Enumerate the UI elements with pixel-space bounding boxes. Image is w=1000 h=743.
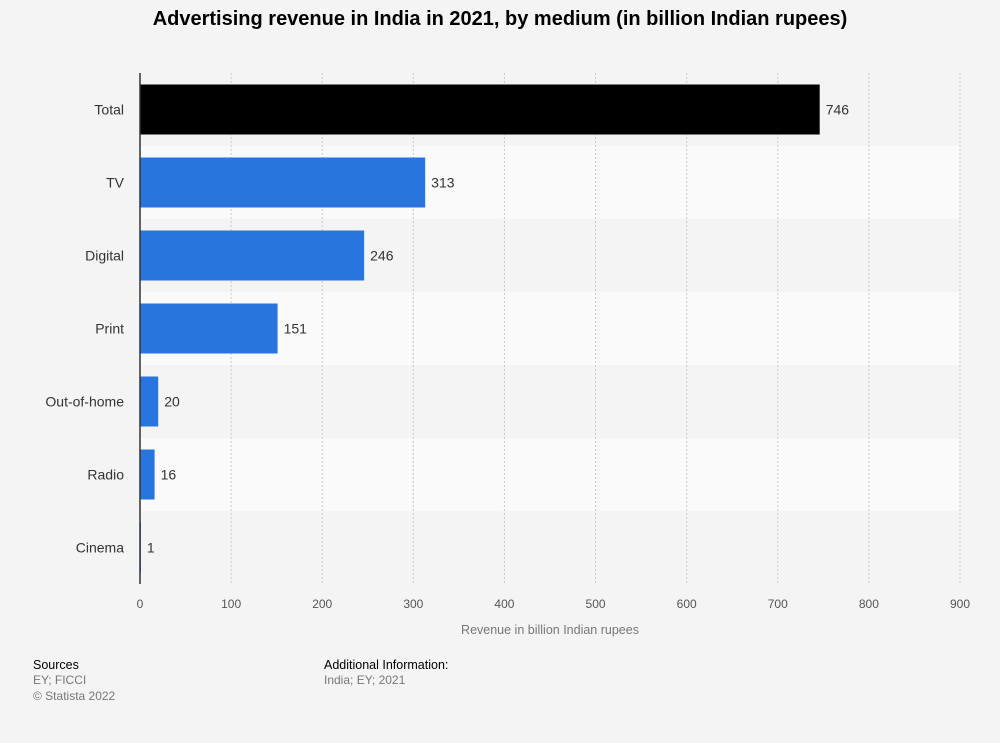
value-label: 20	[164, 394, 180, 410]
sources-heading[interactable]: Sources	[33, 658, 79, 672]
row-band	[140, 438, 960, 511]
bar	[140, 84, 820, 135]
x-tick-label: 100	[221, 597, 241, 611]
value-label: 246	[370, 248, 394, 264]
x-axis-title: Revenue in billion Indian rupees	[461, 623, 639, 637]
category-label: Digital	[85, 248, 124, 264]
value-label: 151	[284, 321, 308, 337]
x-tick-label: 500	[586, 597, 606, 611]
bar-chart: Total 746 TV 313 Digital 246 Print 151 Out-of-ho…	[45, 73, 970, 637]
chart-title: Advertising revenue in India in 2021, by…	[152, 8, 848, 30]
additional-info-line: India; EY; 2021	[324, 673, 406, 687]
sources-line-1: EY; FICCI	[33, 673, 87, 687]
category-label: TV	[106, 175, 125, 191]
x-tick-label: 800	[859, 597, 879, 611]
category-label: Out-of-home	[45, 394, 124, 410]
value-label: 746	[826, 102, 850, 118]
x-tick-label: 700	[768, 597, 788, 611]
x-tick-label: 200	[312, 597, 332, 611]
bar	[140, 157, 426, 208]
bar	[140, 303, 278, 354]
category-label: Cinema	[76, 540, 124, 556]
sources-block: Sources EY; FICCI © Statista 2022	[33, 658, 115, 704]
x-tick-label: 900	[950, 597, 970, 611]
copyright-line: © Statista 2022	[33, 689, 116, 703]
x-tick-label: 400	[494, 597, 514, 611]
additional-info-heading[interactable]: Additional Information:	[324, 658, 449, 672]
bar	[140, 376, 159, 427]
bar	[140, 230, 365, 281]
category-label: Total	[94, 102, 124, 118]
value-label: 1	[147, 540, 155, 556]
additional-info-block: Additional Information: India; EY; 2021	[324, 658, 448, 688]
x-tick-label: 0	[137, 597, 144, 611]
bar	[140, 449, 155, 500]
category-label: Print	[95, 321, 124, 337]
x-tick-label: 300	[403, 597, 423, 611]
value-label: 313	[431, 175, 455, 191]
category-label: Radio	[87, 467, 124, 483]
x-tick-label: 600	[677, 597, 697, 611]
value-label: 16	[161, 467, 177, 483]
